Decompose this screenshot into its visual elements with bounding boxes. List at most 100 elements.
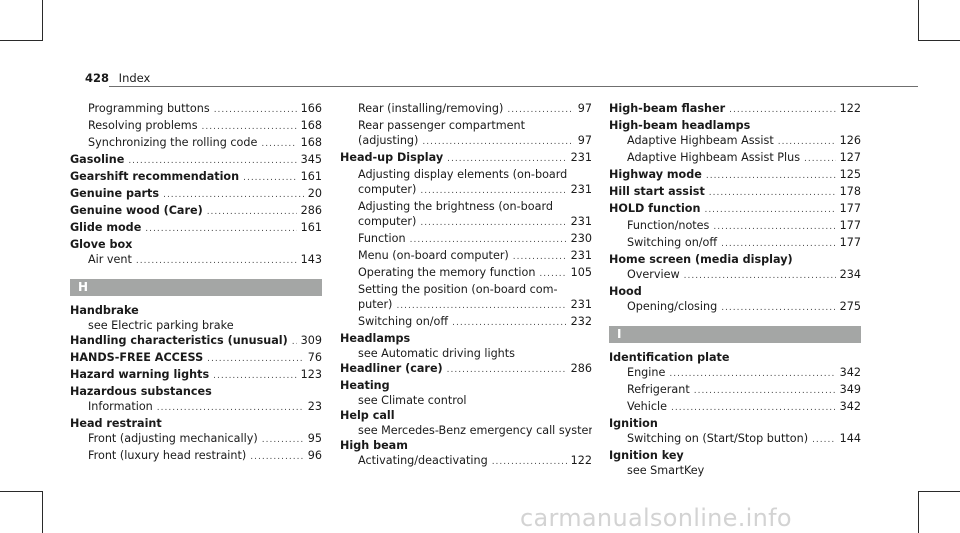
page-reference[interactable]: 231 xyxy=(570,298,592,311)
index-term-line: Head restraint xyxy=(70,416,322,431)
page-reference[interactable]: 231 xyxy=(570,249,592,262)
page-reference[interactable]: 23 xyxy=(307,400,322,413)
index-term-line: Genuine wood (Care) 286 xyxy=(70,203,322,220)
index-entry: Gearshift recommendation 161 xyxy=(70,169,322,186)
index-subterm: see Mercedes-Benz emergency call system xyxy=(358,424,592,437)
crop-mark xyxy=(918,0,919,41)
page-reference[interactable]: 286 xyxy=(570,362,592,375)
index-subterm: puter) xyxy=(358,298,393,311)
dot-leader xyxy=(684,269,836,284)
index-term: Handbrake xyxy=(70,304,139,317)
index-subterm: see Climate control xyxy=(358,394,467,407)
page-reference[interactable]: 76 xyxy=(307,351,322,364)
index-term: Hill start assist xyxy=(609,185,705,198)
dot-leader xyxy=(539,267,566,282)
index-subentry-line: see Automatic driving lights xyxy=(340,346,592,361)
index-term-line: Glove box xyxy=(70,237,322,252)
dot-leader xyxy=(671,401,836,416)
page-reference[interactable]: 122 xyxy=(570,454,592,467)
page-reference[interactable]: 97 xyxy=(577,134,592,147)
page-reference[interactable]: 178 xyxy=(839,185,861,198)
index-subentry-line: see Mercedes-Benz emergency call system xyxy=(340,423,592,438)
page-reference[interactable]: 161 xyxy=(300,221,322,234)
page-reference[interactable]: 286 xyxy=(300,204,322,217)
page-reference[interactable]: 177 xyxy=(839,202,861,215)
dot-leader xyxy=(262,433,304,448)
page-reference[interactable]: 105 xyxy=(570,266,592,279)
index-subterm: (adjusting) xyxy=(358,134,419,147)
page-reference[interactable]: 20 xyxy=(307,187,322,200)
page-reference[interactable]: 96 xyxy=(307,449,322,462)
dot-leader xyxy=(207,352,304,367)
dot-leader xyxy=(213,369,297,384)
dot-leader xyxy=(694,384,836,399)
page-reference[interactable]: 345 xyxy=(300,153,322,166)
index-subentry-line: computer) 231 xyxy=(340,182,592,199)
page-reference[interactable]: 177 xyxy=(839,236,861,249)
page-reference[interactable]: 230 xyxy=(570,232,592,245)
index-term-line: High beam xyxy=(340,438,592,453)
index-subentry-line: Activating/deactivating 122 xyxy=(340,453,592,470)
index-subterm: Information xyxy=(88,400,153,413)
dot-leader xyxy=(157,401,304,416)
page-reference[interactable]: 95 xyxy=(307,432,322,445)
index-term: Highway mode xyxy=(609,168,702,181)
page-reference[interactable]: 275 xyxy=(839,300,861,313)
index-term: High beam xyxy=(340,439,408,452)
index-term: Headlamps xyxy=(340,332,411,345)
page-reference[interactable]: 123 xyxy=(300,368,322,381)
index-subterm: Switching on/off xyxy=(627,236,718,249)
page-reference[interactable]: 125 xyxy=(839,168,861,181)
page-reference[interactable]: 143 xyxy=(300,253,322,266)
index-term-line: Glide mode 161 xyxy=(70,220,322,237)
index-subentry-line: see SmartKey xyxy=(609,463,861,478)
dot-leader xyxy=(145,222,296,237)
page-reference[interactable]: 231 xyxy=(570,183,592,196)
page-reference[interactable]: 342 xyxy=(839,400,861,413)
index-column-2: Rear (installing/removing) 97 Rear passeng… xyxy=(340,101,592,470)
page-reference[interactable]: 168 xyxy=(300,119,322,132)
index-term-line: Gasoline 345 xyxy=(70,152,322,169)
index-subterm: Front (luxury head restraint) xyxy=(88,449,247,462)
index-subentry-line: Adjusting display elements (on-board xyxy=(340,167,592,182)
index-column-1: Programming buttons 166 Resolving problems… xyxy=(70,101,322,465)
index-term-line: Headliner (care) 286 xyxy=(340,361,592,378)
page-reference[interactable]: 349 xyxy=(839,383,861,396)
page-reference[interactable]: 122 xyxy=(839,102,861,115)
page-reference[interactable]: 168 xyxy=(300,136,322,149)
index-subterm: Rear passenger compartment xyxy=(358,119,525,132)
index-term-line: Hazard warning lights 123 xyxy=(70,367,322,384)
dot-leader xyxy=(804,152,836,167)
page-reference[interactable]: 144 xyxy=(839,432,861,445)
page-reference[interactable]: 231 xyxy=(570,151,592,164)
index-term: Heating xyxy=(340,379,390,392)
page-reference[interactable]: 234 xyxy=(839,268,861,281)
index-term-line: Highway mode 125 xyxy=(609,167,861,184)
index-subentry-line: Refrigerant 349 xyxy=(609,382,861,399)
page-reference[interactable]: 232 xyxy=(570,315,592,328)
page-reference[interactable]: 177 xyxy=(839,219,861,232)
page-reference[interactable]: 97 xyxy=(577,102,592,115)
page-reference[interactable]: 161 xyxy=(300,170,322,183)
page-reference[interactable]: 126 xyxy=(839,134,861,147)
index-subentry-line: Setting the position (on-board com- xyxy=(340,282,592,297)
dot-leader xyxy=(812,433,836,448)
index-term: Glide mode xyxy=(70,221,142,234)
index-entry: Handbrake see Electric parking brake xyxy=(70,303,322,333)
index-term-line: Ignition key xyxy=(609,448,861,463)
dot-leader xyxy=(207,205,297,220)
page-reference[interactable]: 127 xyxy=(839,151,861,164)
crop-mark xyxy=(918,491,919,533)
index-entry: Heating see Climate control xyxy=(340,378,592,408)
page-reference[interactable]: 342 xyxy=(839,366,861,379)
page-reference[interactable]: 309 xyxy=(300,334,322,347)
index-subterm: Front (adjusting mechanically) xyxy=(88,432,258,445)
index-term-line: Help call xyxy=(340,408,592,423)
page-reference[interactable]: 231 xyxy=(570,215,592,228)
page-reference[interactable]: 166 xyxy=(300,102,322,115)
index-subterm: Menu (on-board computer) xyxy=(358,249,509,262)
index-term: Headliner (care) xyxy=(340,362,443,375)
dot-leader xyxy=(447,152,567,167)
index-subentry-line: Adaptive Highbeam Assist Plus 127 xyxy=(609,150,861,167)
index-term-line: HOLD function 177 xyxy=(609,201,861,218)
